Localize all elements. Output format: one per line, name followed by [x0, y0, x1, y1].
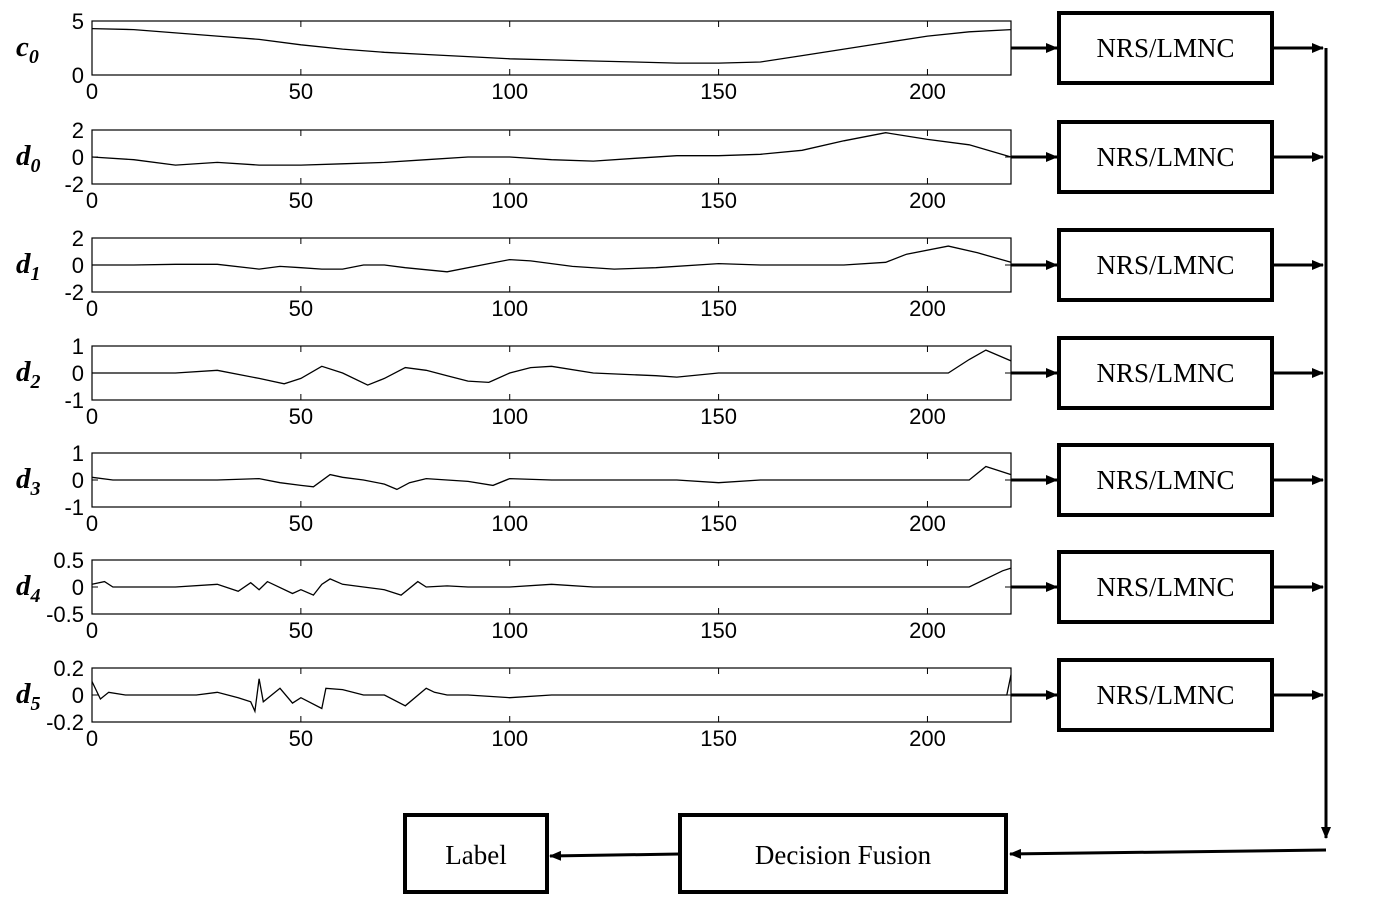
decision-fusion-box: [678, 813, 1008, 894]
signal-line: [91, 27, 1012, 64]
classifier-box: [1057, 658, 1274, 732]
x-tick-label: 200: [909, 188, 946, 213]
classifier-label: NRS/LMNC: [1096, 465, 1234, 495]
y-axis-label: d3: [16, 463, 41, 500]
x-tick-label: 150: [700, 188, 737, 213]
x-tick-label: 150: [700, 404, 737, 429]
y-tick-label: 0: [72, 63, 84, 88]
x-tick-label: 100: [491, 79, 528, 104]
arrow-to-label: [549, 850, 681, 861]
x-tick-label: 50: [289, 726, 313, 751]
decision-fusion-label: Decision Fusion: [755, 840, 932, 870]
classifier-box: [1057, 11, 1274, 85]
x-tick-label: 0: [86, 511, 98, 536]
signal-line: [91, 567, 1012, 596]
x-tick-label: 100: [491, 618, 528, 643]
y-axis-label: d1: [16, 248, 41, 285]
y-tick-label: 0.2: [53, 656, 84, 681]
x-tick-label: 50: [289, 404, 313, 429]
signal-line: [92, 245, 1012, 273]
x-tick-label: 0: [86, 296, 98, 321]
classifier-label: NRS/LMNC: [1096, 33, 1234, 63]
output-label: Label: [445, 840, 506, 870]
x-tick-label: 50: [289, 618, 313, 643]
y-tick-label: 0.5: [53, 548, 84, 573]
x-tick-label: 100: [491, 404, 528, 429]
y-tick-label: 0: [72, 575, 84, 600]
x-tick-label: 100: [491, 188, 528, 213]
classifier-box: [1057, 443, 1274, 517]
y-tick-label: 0: [72, 468, 84, 493]
x-tick-label: 0: [86, 188, 98, 213]
y-tick-label: 0: [72, 145, 84, 170]
x-tick-label: 200: [909, 511, 946, 536]
x-tick-label: 200: [909, 404, 946, 429]
plot-frame: [91, 20, 1012, 76]
x-tick-label: 150: [700, 618, 737, 643]
y-tick-label: -2: [64, 172, 84, 197]
label-box: [403, 813, 549, 894]
y-tick-label: 1: [72, 441, 84, 466]
classifier-flow: NRS/LMNC NRS/LMNC NRS/LMNC NRS/LMNC NRS/LMNC…: [403, 11, 1331, 894]
x-tick-label: 50: [289, 296, 313, 321]
y-tick-label: -0.2: [46, 710, 84, 735]
x-tick-label: 150: [700, 296, 737, 321]
arrow-to-fusion: [1009, 848, 1327, 859]
y-tick-label: 0: [72, 683, 84, 708]
y-tick-label: -1: [64, 388, 84, 413]
classifier-label: NRS/LMNC: [1096, 680, 1234, 710]
plot-frame: [91, 129, 1012, 185]
x-tick-label: 200: [909, 726, 946, 751]
y-tick-label: -1: [64, 495, 84, 520]
y-tick-label: 0: [72, 361, 84, 386]
classifier-box: [1057, 550, 1274, 624]
y-tick-label: -2: [64, 280, 84, 305]
y-tick-label: 0: [72, 253, 84, 278]
y-axis-label: d0: [16, 140, 41, 177]
signal-line: [91, 674, 1012, 714]
y-axis-label: c0: [16, 31, 39, 68]
x-tick-label: 100: [491, 296, 528, 321]
x-tick-label: 200: [909, 296, 946, 321]
signal-line: [92, 349, 1012, 386]
y-axis-label: d2: [16, 356, 41, 393]
x-tick-label: 100: [491, 726, 528, 751]
x-tick-label: 100: [491, 511, 528, 536]
x-tick-label: 0: [86, 79, 98, 104]
y-axis-label: d4: [16, 570, 41, 607]
y-tick-label: 2: [72, 118, 84, 143]
y-axis-label: d5: [16, 678, 41, 715]
signal-line: [91, 465, 1012, 491]
x-tick-label: 0: [86, 618, 98, 643]
classifier-label: NRS/LMNC: [1096, 572, 1234, 602]
x-tick-label: 150: [700, 511, 737, 536]
x-tick-label: 0: [86, 404, 98, 429]
plot-frame: [91, 237, 1012, 293]
x-tick-label: 50: [289, 188, 313, 213]
x-tick-label: 200: [909, 618, 946, 643]
x-tick-label: 50: [289, 79, 313, 104]
x-tick-label: 50: [289, 511, 313, 536]
y-tick-label: -0.5: [46, 602, 84, 627]
y-tick-label: 1: [72, 334, 84, 359]
y-tick-label: 5: [72, 9, 84, 34]
signal-line: [91, 132, 1012, 166]
classifier-label: NRS/LMNC: [1096, 358, 1234, 388]
x-tick-label: 0: [86, 726, 98, 751]
x-tick-label: 200: [909, 79, 946, 104]
classifier-label: NRS/LMNC: [1096, 250, 1234, 280]
x-tick-label: 150: [700, 79, 737, 104]
classifier-label: NRS/LMNC: [1096, 142, 1234, 172]
y-tick-label: 2: [72, 226, 84, 251]
x-tick-label: 150: [700, 726, 737, 751]
